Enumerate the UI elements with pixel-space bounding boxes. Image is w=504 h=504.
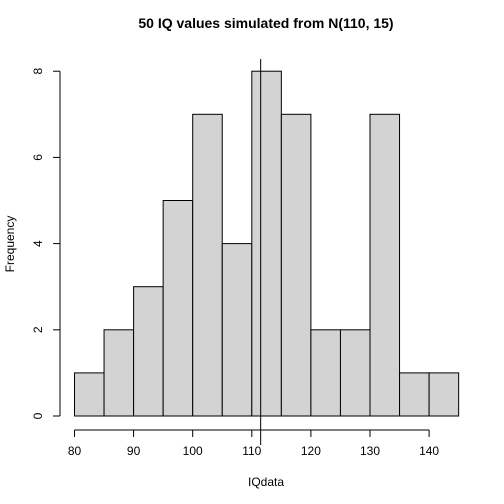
y-tick-label: 2 (31, 326, 45, 333)
histogram-bar (280, 113, 312, 417)
x-axis-label: IQdata (248, 475, 284, 489)
x-tick-label: 120 (301, 444, 321, 458)
x-tick-label: 100 (183, 444, 203, 458)
x-tick-label: 140 (419, 444, 439, 458)
histogram-bar (103, 329, 135, 417)
x-tick-label: 110 (242, 444, 261, 458)
histogram-bar (74, 372, 105, 417)
y-tick-label: 4 (31, 240, 45, 247)
histogram-bars (74, 70, 460, 417)
histogram-bar (221, 243, 253, 417)
histogram-bar (162, 200, 194, 417)
histogram-bar (133, 286, 164, 417)
x-axis: 80 90 100 110 120 130 140 (68, 429, 439, 458)
chart-title: 50 IQ values simulated from N(110, 15) (138, 15, 393, 31)
x-tick-label: 90 (127, 444, 141, 458)
histogram-bar (251, 70, 282, 417)
histogram-bar (399, 372, 430, 417)
histogram-bar (428, 372, 460, 417)
y-axis: 0 2 4 6 8 (31, 68, 61, 419)
histogram-bar (369, 113, 401, 417)
x-tick-label: 130 (360, 444, 380, 458)
histogram-bar (192, 113, 223, 417)
y-tick-label: 8 (31, 68, 45, 75)
y-tick-label: 0 (31, 412, 45, 419)
y-axis-label: Frequency (3, 216, 17, 273)
y-tick-label: 6 (31, 154, 45, 161)
x-tick-label: 80 (68, 444, 82, 458)
histogram-bar (339, 329, 371, 417)
histogram-bar (310, 329, 341, 417)
